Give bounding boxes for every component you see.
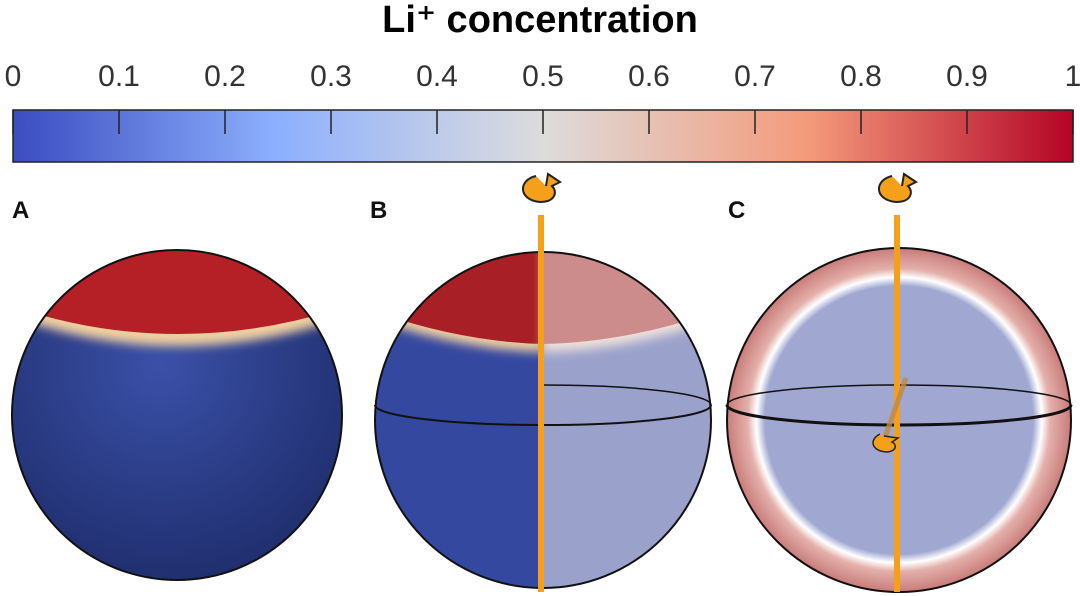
panel-label: C	[728, 197, 745, 224]
x-tick-label: 1	[1065, 60, 1080, 93]
colorbar: 0 0.1 0.2 0.3 0.4 0.5 0.6 0.7 0.8 0.9 1	[5, 60, 1080, 163]
x-tick-label: 0.2	[204, 60, 246, 93]
panel-label: B	[370, 197, 387, 224]
x-tick-label: 0.9	[946, 60, 988, 93]
x-tick-label: 0.6	[628, 60, 670, 93]
sphere-b	[374, 172, 712, 592]
x-tick-label: 0.1	[98, 60, 140, 93]
x-tick-label: 0.7	[734, 60, 776, 93]
x-tick-label: 0.8	[840, 60, 882, 93]
sphere-a	[11, 249, 343, 581]
sphere-c	[725, 172, 1073, 593]
x-tick-label: 0.4	[416, 60, 458, 93]
x-tick-label: 0.3	[310, 60, 352, 93]
x-tick-label: 0	[5, 60, 22, 93]
panel-label: A	[12, 197, 29, 224]
chart-title: Li⁺ concentration	[382, 0, 698, 41]
x-tick-label: 0.5	[522, 60, 564, 93]
